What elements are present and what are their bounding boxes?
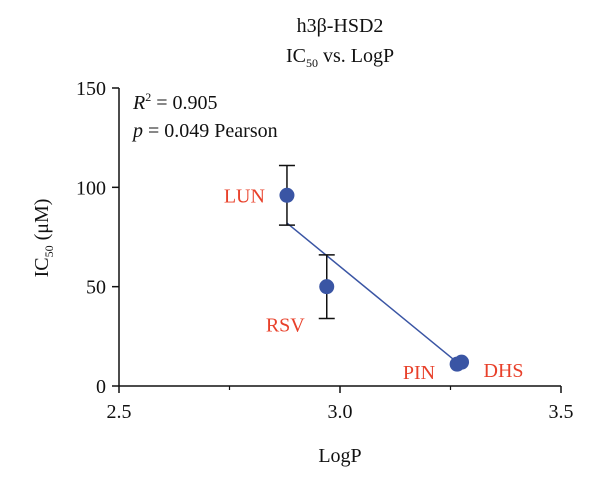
point-labels: LUN RSV PIN DHS (224, 185, 524, 384)
r-squared-value: = 0.905 (151, 92, 217, 114)
data-points (279, 187, 470, 372)
fit-line-group (286, 222, 460, 365)
y-axis-label-ic: IC (31, 257, 53, 277)
y-axis-ticks: 0 50 100 150 (76, 78, 119, 398)
title-ic: IC (286, 45, 306, 67)
regression-line (286, 222, 460, 365)
title-line-2: IC50 vs. LogP (286, 45, 394, 70)
x-tick-label: 3.5 (549, 401, 574, 423)
x-tick-label: 3.0 (328, 401, 353, 423)
stats-annotation: R2 = 0.905 p = 0.049 Pearson (131, 90, 278, 142)
point-label-lun: LUN (224, 185, 265, 207)
point-label-pin: PIN (403, 362, 435, 384)
title-line-1: h3β-HSD2 (297, 15, 384, 37)
chart-title: h3β-HSD2 IC50 vs. LogP (286, 15, 394, 70)
point-label-rsv: RSV (266, 315, 305, 337)
r-superscript: 2 (145, 90, 151, 104)
y-tick-label: 150 (76, 78, 106, 100)
point-label-dhs: DHS (484, 360, 524, 382)
data-point-dhs (454, 354, 470, 370)
title-rest: vs. LogP (318, 45, 394, 67)
p-label: p (131, 120, 143, 142)
y-tick-label: 50 (86, 277, 106, 299)
data-point-rsv (319, 279, 335, 295)
y-axis-label-subscript: 50 (42, 245, 56, 257)
y-axis-label-unit: (μM) (31, 199, 53, 246)
y-tick-label: 100 (76, 177, 106, 199)
x-axis-label: LogP (318, 445, 361, 467)
x-axis-ticks: 2.5 3.0 3.5 (107, 386, 574, 423)
y-tick-label: 0 (96, 376, 106, 398)
x-tick-label: 2.5 (107, 401, 132, 423)
data-point-lun (279, 187, 295, 203)
r-squared-text: R2 = 0.905 (132, 90, 218, 114)
p-value: = 0.049 Pearson (143, 120, 278, 142)
p-value-text: p = 0.049 Pearson (131, 120, 278, 142)
r-label: R (132, 92, 145, 114)
y-axis-label: IC50 (μM) (31, 199, 56, 278)
title-subscript: 50 (306, 56, 318, 70)
